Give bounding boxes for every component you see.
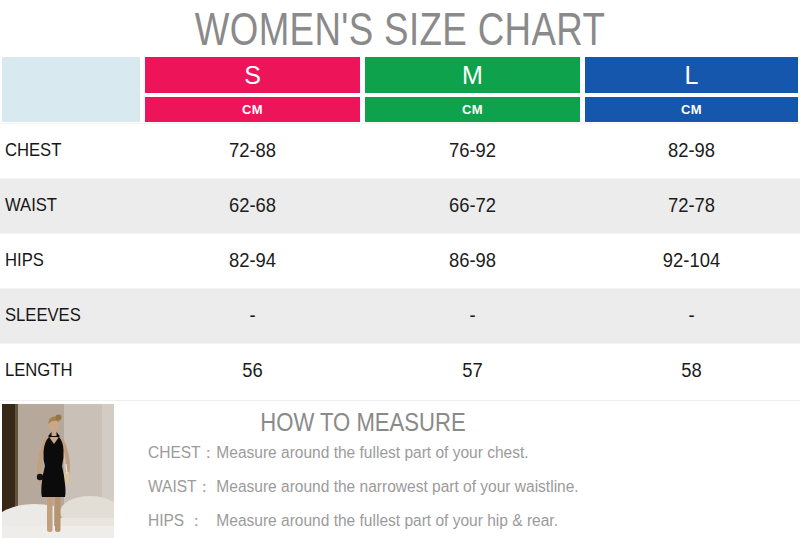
measure-text: Measure around the narrowest part of you… <box>216 478 578 495</box>
measure-label: CHEST： <box>148 443 212 464</box>
unit-header-l: CM <box>585 97 798 122</box>
cell-value: - <box>374 288 572 343</box>
size-header-l: L <box>585 57 798 93</box>
how-to-measure-title: HOW TO MEASURE <box>165 407 561 438</box>
cell-value: 56 <box>154 343 352 398</box>
table-row-sleeves: SLEEVES - - - <box>0 288 800 343</box>
measure-item-hips: HIPS ： Measure around the fullest part o… <box>148 511 558 532</box>
table-row-waist: WAIST 62-68 66-72 72-78 <box>0 178 800 233</box>
table-row-hips: HIPS 82-94 86-98 92-104 <box>0 233 800 288</box>
cell-value: 57 <box>374 343 572 398</box>
cell-value: 72-88 <box>154 123 352 178</box>
row-label: WAIST <box>5 178 57 233</box>
cell-value: 58 <box>594 343 790 398</box>
row-label: HIPS <box>5 233 44 288</box>
cell-value: 82-94 <box>154 233 352 288</box>
measure-item-waist: WAIST： Measure around the narrowest part… <box>148 477 579 498</box>
row-label: LENGTH <box>5 343 72 398</box>
measure-text: Measure around the fullest part of your … <box>216 512 558 529</box>
page-title: WOMEN'S SIZE CHART <box>88 0 712 57</box>
measure-label: WAIST： <box>148 477 212 498</box>
how-to-measure-section: HOW TO MEASURE CHEST： Measure around the… <box>0 400 800 538</box>
row-label: CHEST <box>5 123 61 178</box>
model-photo <box>2 404 114 538</box>
cell-value: - <box>154 288 352 343</box>
cell-value: - <box>594 288 790 343</box>
size-header-s: S <box>145 57 360 93</box>
row-label: SLEEVES <box>5 288 81 343</box>
size-header-m: M <box>365 57 580 93</box>
corner-cell <box>2 57 140 122</box>
measure-label: HIPS ： <box>148 511 212 532</box>
measure-item-chest: CHEST： Measure around the fullest part o… <box>148 443 529 464</box>
table-row-chest: CHEST 72-88 76-92 82-98 <box>0 123 800 178</box>
unit-header-s: CM <box>145 97 360 122</box>
cell-value: 76-92 <box>374 123 572 178</box>
cell-value: 92-104 <box>594 233 790 288</box>
measure-text: Measure around the fullest part of your … <box>216 444 528 461</box>
size-chart-page: WOMEN'S SIZE CHART S M L CM CM CM CHEST … <box>0 0 800 538</box>
cell-value: 62-68 <box>154 178 352 233</box>
cell-value: 66-72 <box>374 178 572 233</box>
cell-value: 72-78 <box>594 178 790 233</box>
cell-value: 82-98 <box>594 123 790 178</box>
unit-header-m: CM <box>365 97 580 122</box>
cell-value: 86-98 <box>374 233 572 288</box>
table-row-length: LENGTH 56 57 58 <box>0 343 800 398</box>
